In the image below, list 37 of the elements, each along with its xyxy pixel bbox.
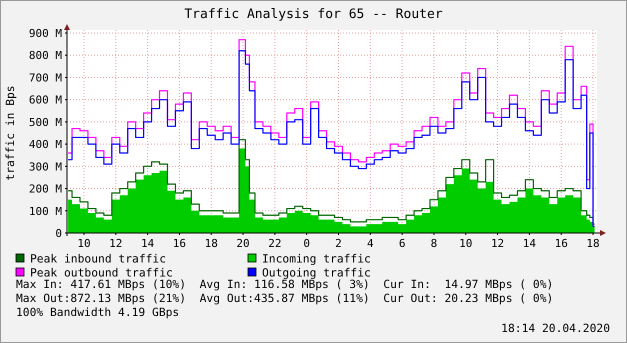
x-tick-label: 16 (172, 237, 186, 250)
x-tick-label: 20 (236, 237, 250, 250)
y-tick-label: 200 M (28, 182, 62, 196)
chart-title: Traffic Analysis for 65 -- Router (184, 7, 443, 22)
x-tick-label: 0 (303, 237, 310, 250)
x-tick-label: 2 (335, 237, 342, 250)
y-axis-title: traffic in Bps (4, 85, 17, 181)
y-tick-label: 800 M (28, 49, 62, 62)
x-tick-label: 14 (140, 237, 155, 250)
x-tick-label: 12 (490, 237, 504, 250)
x-tick-label: 18 (204, 237, 218, 250)
y-tick-label: 600 M (28, 94, 62, 107)
legend-label: Peak outbound traffic (30, 266, 173, 280)
x-tick-label: 6 (398, 237, 406, 250)
x-tick-label: 10 (77, 237, 91, 250)
y-tick-label: 500 M (28, 116, 62, 129)
y-tick-label: 400 M (28, 138, 62, 152)
x-tick-label: 4 (367, 237, 374, 250)
x-tick-label: 12 (109, 237, 122, 250)
y-tick-label: 100 M (28, 204, 62, 218)
x-tick-label: 8 (430, 237, 438, 250)
text: 18:14 20.04.2020 (501, 322, 610, 335)
text: Max In: 417.61 MBps (10%) Avg In: 116.58 MBps ( 3%) Cur In: 14.97 MBps ( 0%) (16, 278, 554, 291)
x-tick-label: 14 (522, 237, 536, 250)
y-tick-label: 300 M (28, 160, 62, 174)
x-tick-label: 22 (268, 237, 282, 250)
y-tick-label: 0 (55, 227, 62, 240)
text: Max Out:872.13 MBps (21%) Avg Out:435.87 MBps (11%) Cur Out: 20.23 MBps ( 0%) (16, 292, 554, 305)
y-tick-label: 700 M (28, 71, 62, 84)
x-tick-label: 10 (459, 237, 472, 250)
x-tick-label: 18 (586, 237, 600, 250)
legend-label: Peak inbound traffic (30, 252, 166, 266)
x-tick-label: 16 (554, 237, 568, 250)
legend-label: Outgoing traffic (262, 266, 371, 280)
y-tick-label: 900 M (28, 27, 62, 40)
text: 100% Bandwidth 4.19 GBps (16, 306, 180, 319)
legend-label: Incoming traffic (262, 252, 371, 266)
